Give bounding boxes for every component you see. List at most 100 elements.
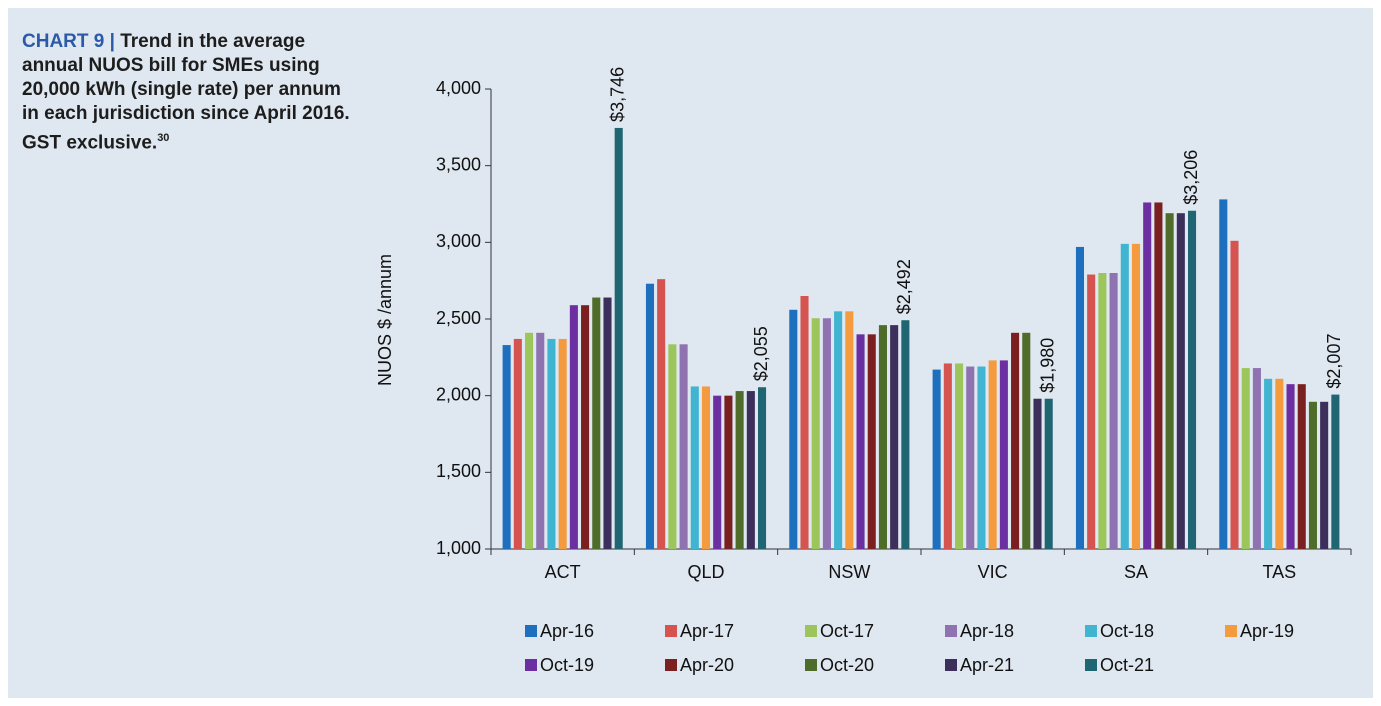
y-tick-label: 1,000	[436, 538, 481, 558]
bar	[1075, 246, 1085, 549]
bar	[746, 391, 755, 549]
bar	[592, 297, 601, 549]
bar	[645, 283, 655, 549]
bar	[1252, 368, 1261, 549]
legend-label: Oct-21	[1100, 655, 1154, 675]
bar	[558, 338, 567, 549]
bar	[1098, 273, 1107, 549]
legend-swatch	[1225, 625, 1237, 637]
x-tick-label: SA	[1124, 562, 1148, 582]
bar	[955, 363, 964, 549]
bar	[569, 305, 578, 549]
bar	[1286, 384, 1295, 549]
bar	[713, 395, 722, 549]
x-tick-label: QLD	[687, 562, 724, 582]
y-tick-label: 1,500	[436, 461, 481, 481]
bar	[547, 338, 556, 549]
bar	[1264, 378, 1273, 549]
bar	[1154, 202, 1163, 549]
bar	[834, 311, 843, 549]
x-tick-label: VIC	[978, 562, 1008, 582]
legend-swatch	[945, 659, 957, 671]
bar	[1320, 401, 1329, 549]
bar	[1165, 213, 1174, 549]
bar	[1176, 213, 1185, 549]
legend-label: Apr-21	[960, 655, 1014, 675]
bar	[977, 366, 986, 549]
legend-swatch	[1085, 625, 1097, 637]
data-label: $2,007	[1324, 334, 1344, 389]
bar	[525, 332, 534, 549]
y-tick-label: 2,500	[436, 308, 481, 328]
legend-swatch	[525, 625, 537, 637]
chart: NUOS $ /annum 1,000 1,500 2,000 2,500 3,000 3…	[375, 67, 1352, 675]
legend-swatch	[665, 659, 677, 671]
legend-swatch	[805, 625, 817, 637]
bar	[1120, 243, 1129, 549]
legend-label: Oct-19	[540, 655, 594, 675]
data-label: $2,055	[751, 326, 771, 381]
bar	[679, 344, 688, 549]
bar	[1033, 398, 1042, 549]
bar	[878, 325, 887, 549]
legend-swatch	[805, 659, 817, 671]
legend-label: Apr-18	[960, 621, 1014, 641]
bar	[999, 360, 1008, 549]
bar	[988, 360, 997, 549]
bar	[901, 320, 910, 549]
bar	[1131, 243, 1141, 549]
data-label: $3,206	[1181, 150, 1201, 205]
bar	[1011, 332, 1020, 549]
y-tick-label: 3,000	[436, 231, 481, 251]
bar	[701, 386, 711, 549]
bar	[800, 296, 809, 549]
chart-title: Trend in the average annual NUOS bill fo…	[22, 31, 350, 154]
bar	[668, 344, 677, 549]
bar	[789, 309, 798, 549]
bar	[845, 311, 854, 549]
bar	[1219, 199, 1228, 549]
footnote-ref: 30	[157, 132, 170, 144]
data-label: $2,492	[894, 259, 914, 314]
bar	[1241, 368, 1250, 549]
x-tick-label: ACT	[545, 562, 581, 582]
x-tick-label: TAS	[1262, 562, 1296, 582]
bar	[1275, 378, 1284, 549]
bar	[932, 369, 941, 549]
bar	[536, 332, 545, 549]
chart-label: CHART 9 |	[22, 31, 115, 52]
bar	[1308, 401, 1317, 549]
legend-swatch	[1085, 659, 1097, 671]
y-tick-label: 2,000	[436, 384, 481, 404]
bar	[603, 297, 612, 549]
y-tick-label: 4,000	[436, 78, 481, 98]
y-axis-label: NUOS $ /annum	[375, 254, 395, 386]
legend-label: Oct-17	[820, 621, 874, 641]
bar	[1087, 274, 1096, 549]
x-tick-label: NSW	[828, 562, 870, 582]
legend-swatch	[945, 625, 957, 637]
bar	[811, 318, 820, 549]
bar	[502, 345, 511, 549]
bar	[890, 325, 899, 549]
chart-panel: CHART 9 | Trend in the average annual NU…	[8, 8, 1373, 698]
bar	[822, 318, 831, 549]
bar	[1187, 210, 1197, 549]
bar	[966, 366, 975, 549]
bar	[943, 363, 952, 549]
legend-label: Apr-20	[680, 655, 734, 675]
bar	[724, 395, 733, 549]
legend-label: Apr-19	[1240, 621, 1294, 641]
bar	[867, 334, 876, 549]
legend-label: Apr-17	[680, 621, 734, 641]
data-label: $3,746	[607, 67, 627, 122]
y-tick-label: 3,500	[436, 154, 481, 174]
legend-label: Apr-16	[540, 621, 594, 641]
data-label: $1,980	[1037, 338, 1057, 393]
bar	[856, 334, 865, 549]
legend-label: Oct-18	[1100, 621, 1154, 641]
bar	[1109, 273, 1118, 549]
bar	[614, 127, 623, 550]
legend-swatch	[665, 625, 677, 637]
bar	[657, 279, 666, 549]
